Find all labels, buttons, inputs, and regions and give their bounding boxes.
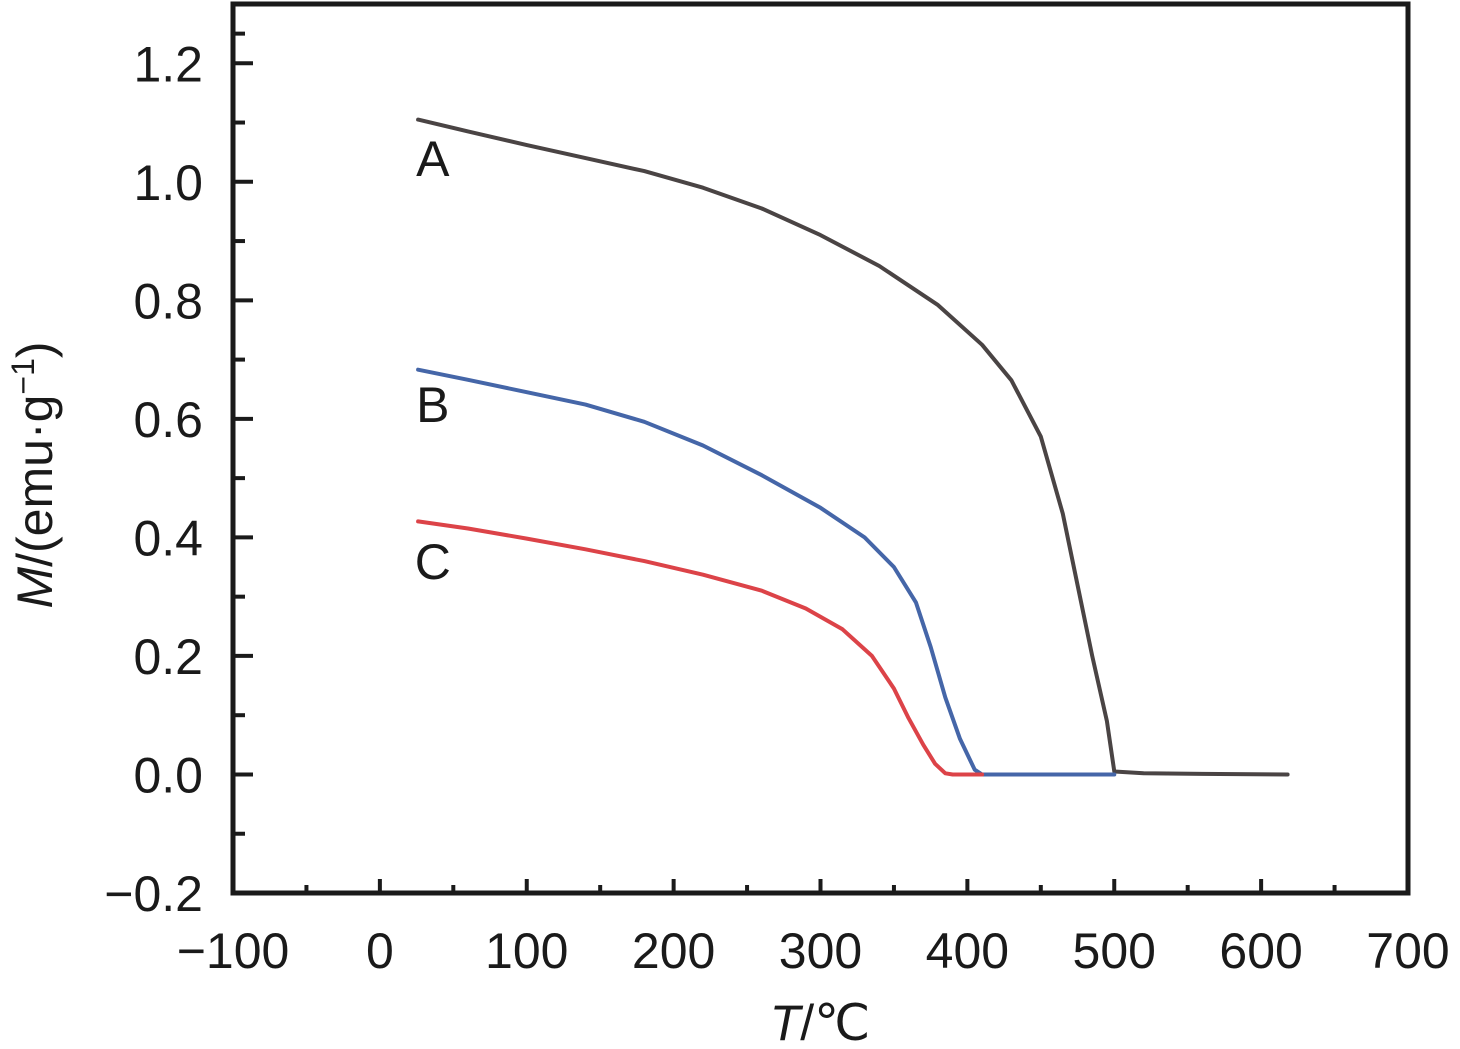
y-tick-label: 1.2 [133,36,203,92]
y-tick-label: 0.0 [133,747,203,803]
x-axis: −100 0 100 200 300 400 500 600 700 [177,879,1450,979]
y-axis-label: M/(emu·g−1) [5,341,63,608]
x-axis-label: T/℃ [770,995,871,1049]
series-labels: A B C [415,131,451,590]
series-label-c: C [415,534,451,590]
y-tick-label: 0.6 [133,392,203,448]
x-tick-label: −100 [177,923,290,979]
y-tick-label: 0.4 [133,510,203,566]
x-tick-label: 0 [366,923,394,979]
plot-frame [230,1,1411,896]
x-tick-label: 100 [485,923,568,979]
series-layer [416,117,1290,777]
series-line-b [416,367,1117,777]
x-tick-label: 300 [779,923,862,979]
y-tick-label: −0.2 [104,866,203,922]
plot-border [230,1,1411,896]
x-tick-label: 200 [632,923,715,979]
x-tick-label: 500 [1073,923,1156,979]
y-tick-label: 1.0 [133,155,203,211]
series-line-a [416,117,1290,777]
y-axis: −0.2 0.0 0.2 0.4 0.6 0.8 1.0 1.2 [104,31,253,922]
y-tick-label: 0.8 [133,273,203,329]
x-tick-label: 600 [1219,923,1302,979]
x-tick-label: 400 [926,923,1009,979]
y-tick-label: 0.2 [133,629,203,685]
series-label-a: A [416,131,450,187]
x-tick-label: 700 [1366,923,1449,979]
series-label-b: B [416,377,449,433]
series-line-c [416,519,985,777]
